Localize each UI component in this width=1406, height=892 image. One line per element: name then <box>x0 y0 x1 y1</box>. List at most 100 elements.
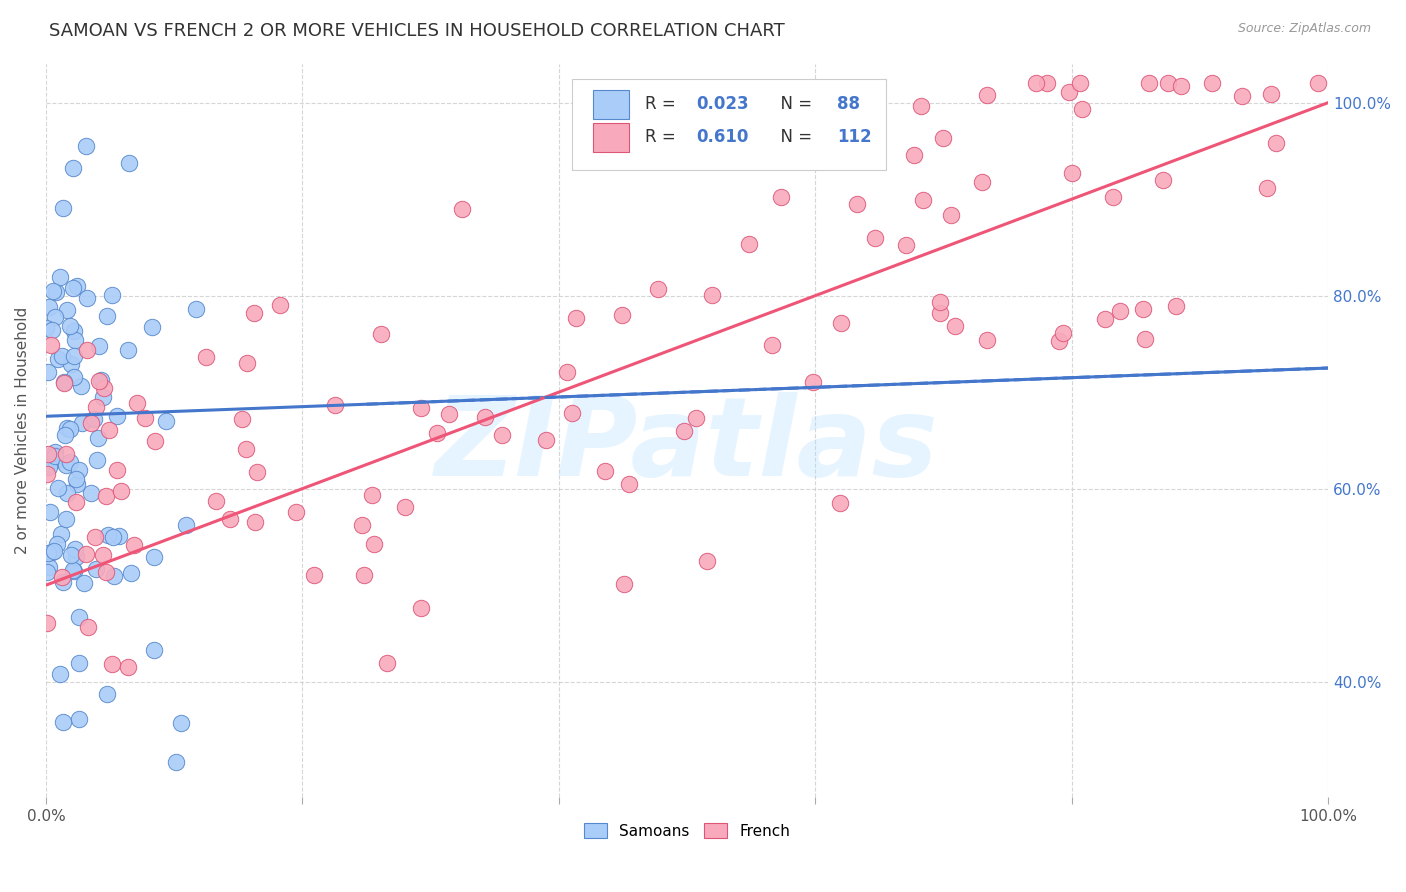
Point <box>976 88 998 103</box>
Point <box>86 453 108 467</box>
Point <box>269 298 291 312</box>
Point <box>361 488 384 502</box>
Point <box>411 401 433 416</box>
Point <box>75 139 97 153</box>
Point <box>204 494 226 508</box>
Point <box>122 538 145 552</box>
Point <box>35 321 58 335</box>
Point <box>105 463 128 477</box>
Point <box>1152 173 1174 187</box>
Point <box>110 484 132 499</box>
Point <box>1230 89 1253 103</box>
Point <box>59 357 82 371</box>
Point <box>1102 190 1125 204</box>
Point <box>97 528 120 542</box>
Point <box>143 434 166 448</box>
Point <box>87 374 110 388</box>
Point <box>46 481 69 495</box>
Point <box>79 416 101 430</box>
Point <box>91 390 114 404</box>
Point <box>1070 102 1092 116</box>
Point <box>41 338 63 352</box>
Point <box>612 308 634 322</box>
Point <box>65 549 87 564</box>
Point <box>98 424 121 438</box>
Point <box>66 279 89 293</box>
Point <box>1264 136 1286 151</box>
Point <box>55 512 77 526</box>
Point <box>62 281 84 295</box>
Point <box>51 570 73 584</box>
Point <box>474 410 496 425</box>
Point <box>67 462 90 476</box>
Point <box>42 544 65 558</box>
Point <box>911 193 934 207</box>
Point <box>932 131 955 145</box>
Point <box>76 620 98 634</box>
Point <box>235 442 257 456</box>
Point <box>696 554 718 568</box>
Point <box>976 334 998 348</box>
Point <box>76 291 98 305</box>
Point <box>56 486 79 500</box>
Point <box>105 409 128 424</box>
FancyBboxPatch shape <box>572 78 886 170</box>
Point <box>894 237 917 252</box>
Point <box>738 237 761 252</box>
Point <box>1308 76 1330 90</box>
Point <box>53 428 76 442</box>
Point <box>141 320 163 334</box>
Point <box>83 411 105 425</box>
Text: SAMOAN VS FRENCH 2 OR MORE VEHICLES IN HOUSEHOLD CORRELATION CHART: SAMOAN VS FRENCH 2 OR MORE VEHICLES IN H… <box>49 22 785 40</box>
Point <box>350 518 373 533</box>
Point <box>59 455 82 469</box>
Point <box>51 714 73 729</box>
Point <box>62 161 84 176</box>
Point <box>63 564 86 578</box>
Point <box>142 643 165 657</box>
Point <box>63 333 86 347</box>
Point <box>1062 166 1084 180</box>
Point <box>285 505 308 519</box>
Point <box>65 472 87 486</box>
Point <box>700 288 723 302</box>
Point <box>186 302 208 317</box>
Point <box>96 309 118 323</box>
Point <box>101 530 124 544</box>
Point <box>1132 301 1154 316</box>
Point <box>37 565 59 579</box>
Point <box>323 398 346 412</box>
Point <box>411 600 433 615</box>
Point <box>845 196 868 211</box>
Point <box>970 175 993 189</box>
Point <box>830 316 852 330</box>
Point <box>165 756 187 770</box>
Point <box>1052 326 1074 341</box>
Point <box>1057 85 1080 99</box>
Point <box>770 190 793 204</box>
Point <box>863 231 886 245</box>
Text: N =: N = <box>770 128 818 146</box>
Point <box>59 319 82 334</box>
Point <box>142 549 165 564</box>
Point <box>37 616 59 631</box>
Point <box>63 541 86 556</box>
Point <box>246 465 269 479</box>
Point <box>59 422 82 436</box>
Text: R =: R = <box>645 95 681 113</box>
Point <box>89 339 111 353</box>
Point <box>302 567 325 582</box>
FancyBboxPatch shape <box>593 123 630 152</box>
Point <box>928 294 950 309</box>
Text: 0.023: 0.023 <box>696 95 748 113</box>
Point <box>51 527 73 541</box>
Point <box>1157 76 1180 90</box>
Point <box>120 566 142 580</box>
Point <box>38 460 60 475</box>
Point <box>37 467 59 482</box>
Point <box>1260 87 1282 102</box>
Point <box>125 396 148 410</box>
Point <box>67 656 90 670</box>
Point <box>195 350 218 364</box>
Point <box>910 99 932 113</box>
